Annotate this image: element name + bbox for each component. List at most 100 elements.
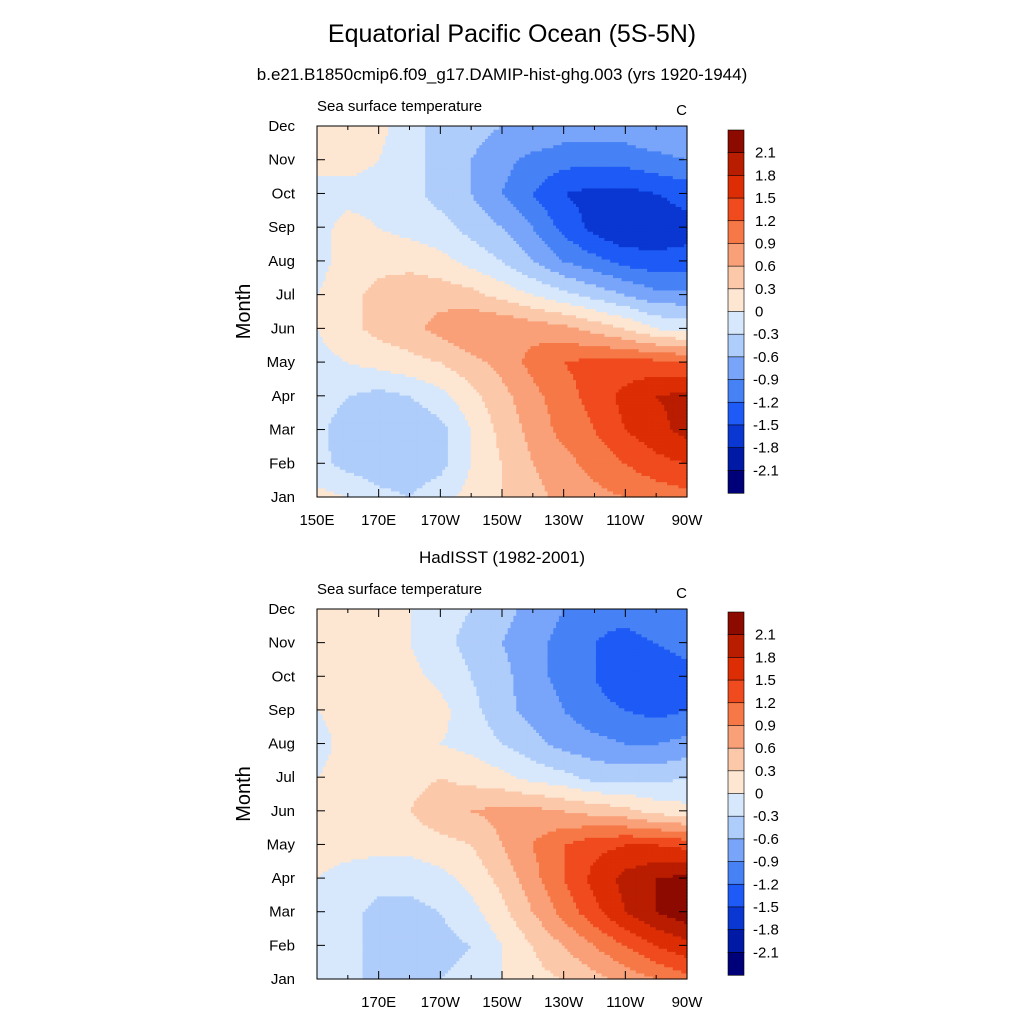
sst-cell — [650, 435, 654, 439]
sst-cell — [661, 487, 665, 492]
sst-cell — [598, 456, 603, 461]
sst-cell — [536, 432, 540, 436]
sst-cell — [504, 490, 509, 495]
sst-cell — [419, 438, 423, 442]
sst-cell — [527, 453, 532, 458]
sst-cell — [442, 441, 446, 446]
sst-cell — [450, 435, 455, 439]
sst-cell — [521, 481, 526, 486]
sst-cell — [425, 456, 429, 461]
sst-cell — [672, 435, 677, 439]
sst-cell — [621, 447, 625, 452]
sst-cell — [362, 450, 366, 455]
sst-cell — [638, 428, 643, 433]
sst-cell — [402, 469, 406, 473]
sst-cell — [317, 469, 321, 473]
sst-cell — [669, 475, 674, 480]
sst-cell — [413, 456, 418, 461]
sst-cell — [533, 459, 537, 464]
sst-cell — [507, 450, 512, 455]
sst-cell — [356, 425, 361, 430]
sst-cell — [521, 462, 526, 467]
sst-cell — [428, 428, 432, 433]
sst-cell — [630, 493, 634, 498]
sst-cell — [476, 466, 480, 470]
sst-cell — [664, 438, 668, 442]
sst-cell — [442, 490, 446, 495]
sst-cell — [408, 441, 412, 446]
sst-cell — [465, 447, 469, 452]
sst-cell — [550, 487, 554, 492]
sst-cell — [539, 462, 543, 467]
sst-cell — [445, 490, 449, 495]
sst-cell — [365, 478, 369, 483]
sst-cell — [641, 493, 645, 498]
sst-cell — [541, 490, 546, 495]
sst-cell — [487, 472, 492, 476]
sst-cell — [655, 472, 660, 476]
sst-cell — [348, 469, 352, 473]
sst-cell — [618, 462, 623, 467]
sst-cell — [652, 444, 657, 449]
sst-cell — [490, 450, 495, 455]
sst-cell — [465, 453, 469, 458]
sst-cell — [502, 428, 506, 433]
sst-cell — [328, 490, 332, 495]
sst-cell — [504, 428, 509, 433]
sst-cell — [496, 447, 500, 452]
sst-cell — [632, 441, 637, 446]
sst-cell — [650, 469, 654, 473]
sst-cell — [650, 450, 654, 455]
sst-cell — [613, 472, 617, 476]
sst-cell — [496, 490, 500, 495]
sst-cell — [408, 444, 412, 449]
sst-cell — [430, 472, 435, 476]
sst-cell — [445, 444, 449, 449]
sst-cell — [348, 425, 352, 430]
sst-cell — [416, 435, 421, 439]
sst-cell — [416, 478, 421, 483]
sst-cell — [627, 487, 631, 492]
sst-cell — [322, 487, 327, 492]
sst-cell — [391, 484, 395, 489]
sst-cell — [450, 462, 455, 467]
sst-cell — [419, 481, 423, 486]
sst-cell — [544, 469, 549, 473]
sst-cell — [442, 444, 446, 449]
sst-cell — [593, 441, 597, 446]
sst-cell — [450, 490, 455, 495]
sst-cell — [553, 453, 557, 458]
sst-cell — [658, 435, 662, 439]
sst-cell — [655, 428, 660, 433]
sst-cell — [359, 475, 364, 480]
sst-cell — [607, 432, 611, 436]
sst-cell — [664, 472, 668, 476]
sst-cell — [354, 441, 358, 446]
sst-cell — [476, 438, 480, 442]
sst-cell — [524, 432, 529, 436]
sst-cell — [638, 472, 643, 476]
sst-cell — [359, 490, 364, 495]
sst-cell — [408, 432, 412, 436]
sst-cell — [473, 469, 477, 473]
sst-cell — [553, 484, 557, 489]
sst-cell — [558, 444, 563, 449]
sst-cell — [325, 481, 329, 486]
sst-cell — [595, 493, 600, 498]
sst-cell — [487, 435, 492, 439]
sst-cell — [655, 469, 660, 473]
sst-cell — [681, 441, 685, 446]
sst-cell — [379, 462, 384, 467]
sst-cell — [541, 487, 546, 492]
sst-cell — [661, 475, 665, 480]
sst-cell — [533, 444, 537, 449]
sst-cell — [664, 441, 668, 446]
sst-cell — [607, 450, 611, 455]
sst-cell — [672, 456, 677, 461]
sst-cell — [678, 432, 682, 436]
sst-cell — [595, 447, 600, 452]
sst-cell — [410, 447, 415, 452]
sst-cell — [456, 459, 460, 464]
sst-cell — [385, 490, 389, 495]
sst-cell — [459, 472, 463, 476]
